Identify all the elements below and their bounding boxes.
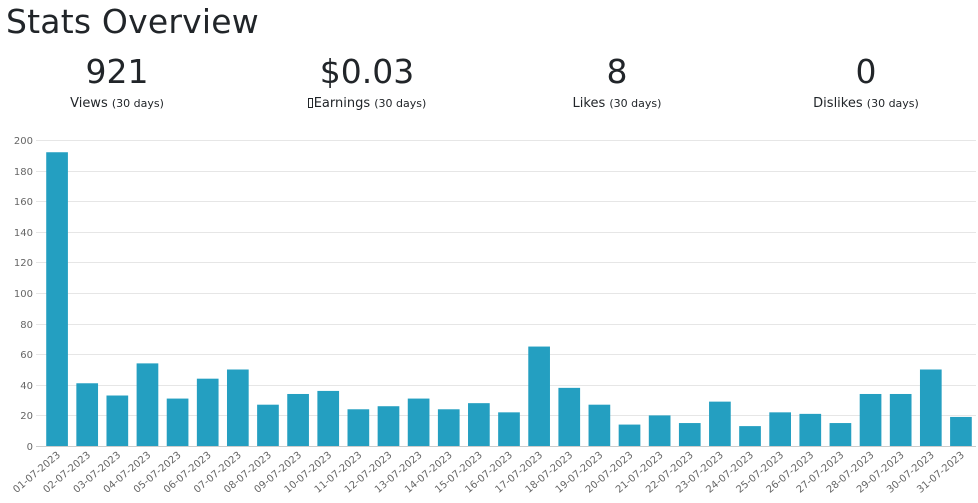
likes-label: Likes (30 days) bbox=[497, 94, 737, 114]
bar-10-07-2023 bbox=[317, 390, 340, 446]
views-label: Views (30 days) bbox=[0, 94, 237, 114]
dislikes-label: Dislikes (30 days) bbox=[746, 94, 978, 114]
bar-03-07-2023 bbox=[106, 395, 129, 446]
y-tick-label: 40 bbox=[20, 381, 33, 392]
y-tick-label: 100 bbox=[14, 289, 33, 300]
bar-14-07-2023 bbox=[437, 409, 460, 446]
bar-01-07-2023 bbox=[46, 152, 68, 447]
dislikes-value: 0 bbox=[855, 52, 877, 91]
stats-row: 921 Views (30 days) $0.03 Earnings (30 d… bbox=[0, 50, 978, 122]
earnings-value: $0.03 bbox=[319, 52, 415, 91]
y-tick-label: 120 bbox=[14, 258, 33, 269]
likes-period: (30 days) bbox=[609, 97, 662, 110]
bar-23-07-2023 bbox=[709, 401, 731, 446]
dislikes-stat: 0 Dislikes (30 days) bbox=[746, 50, 978, 114]
bar-07-07-2023 bbox=[226, 369, 249, 446]
bar-21-07-2023 bbox=[648, 415, 671, 446]
y-tick-label: 140 bbox=[14, 228, 33, 239]
bar-09-07-2023 bbox=[287, 393, 309, 446]
bar-18-07-2023 bbox=[558, 387, 581, 446]
bar-31-07-2023 bbox=[950, 416, 972, 446]
bar-16-07-2023 bbox=[498, 412, 520, 446]
views-stat: 921 Views (30 days) bbox=[0, 50, 237, 114]
y-tick-label: 200 bbox=[14, 136, 33, 147]
bar-28-07-2023 bbox=[859, 393, 882, 446]
bar-30-07-2023 bbox=[919, 369, 942, 446]
bar-13-07-2023 bbox=[407, 398, 430, 446]
views-period: (30 days) bbox=[111, 97, 164, 110]
likes-value: 8 bbox=[606, 52, 628, 91]
views-value: 921 bbox=[85, 52, 149, 91]
bar-26-07-2023 bbox=[799, 413, 822, 446]
views-bar-chart: 02040608010012014016018020001-07-202302-… bbox=[11, 136, 976, 496]
likes-stat: 8 Likes (30 days) bbox=[497, 50, 737, 114]
missing-glyph-icon bbox=[307, 98, 313, 108]
bar-04-07-2023 bbox=[136, 363, 159, 446]
bar-24-07-2023 bbox=[739, 426, 761, 446]
earnings-period: (30 days) bbox=[374, 97, 427, 110]
dislikes-period: (30 days) bbox=[866, 97, 919, 110]
y-tick-label: 20 bbox=[20, 411, 33, 422]
bar-15-07-2023 bbox=[468, 403, 490, 446]
bar-22-07-2023 bbox=[678, 423, 701, 446]
bar-29-07-2023 bbox=[889, 393, 912, 446]
earnings-label: Earnings (30 days) bbox=[247, 94, 487, 114]
bar-08-07-2023 bbox=[257, 404, 279, 446]
views-label-text: Views bbox=[70, 96, 108, 111]
y-tick-label: 0 bbox=[27, 442, 33, 453]
bar-27-07-2023 bbox=[829, 423, 852, 446]
bar-12-07-2023 bbox=[377, 406, 400, 446]
bar-19-07-2023 bbox=[588, 404, 611, 446]
dislikes-label-text: Dislikes bbox=[813, 96, 863, 111]
y-tick-label: 160 bbox=[14, 197, 33, 208]
page-title: Stats Overview bbox=[6, 2, 259, 41]
bar-06-07-2023 bbox=[196, 378, 219, 446]
earnings-label-text: Earnings bbox=[313, 96, 371, 111]
y-tick-label: 60 bbox=[20, 350, 33, 361]
earnings-stat: $0.03 Earnings (30 days) bbox=[247, 50, 487, 114]
y-tick-label: 180 bbox=[14, 167, 33, 178]
bar-20-07-2023 bbox=[618, 424, 641, 446]
bar-05-07-2023 bbox=[166, 398, 189, 446]
bar-02-07-2023 bbox=[76, 383, 99, 446]
bar-25-07-2023 bbox=[769, 412, 791, 446]
bar-11-07-2023 bbox=[347, 409, 370, 446]
y-tick-label: 80 bbox=[20, 320, 33, 331]
likes-label-text: Likes bbox=[572, 96, 606, 111]
bar-17-07-2023 bbox=[528, 346, 550, 446]
